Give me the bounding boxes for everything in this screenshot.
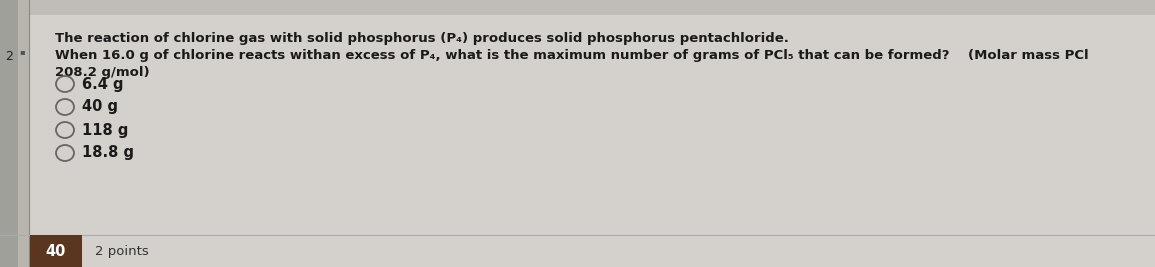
Bar bbox=[18, 0, 30, 267]
Text: ▪: ▪ bbox=[20, 48, 24, 57]
Text: 118 g: 118 g bbox=[82, 123, 128, 138]
Bar bbox=[0, 0, 18, 267]
Text: 18.8 g: 18.8 g bbox=[82, 146, 134, 160]
Text: 40 g: 40 g bbox=[82, 100, 118, 115]
Text: 2: 2 bbox=[5, 50, 13, 64]
Text: 208.2 g/mol): 208.2 g/mol) bbox=[55, 66, 150, 79]
Bar bbox=[30, 235, 82, 267]
Text: 40: 40 bbox=[46, 244, 66, 258]
Text: 2 points: 2 points bbox=[95, 245, 149, 257]
Bar bbox=[30, 0, 1155, 15]
Text: The reaction of chlorine gas with solid phosphorus (P₄) produces solid phosphoru: The reaction of chlorine gas with solid … bbox=[55, 32, 789, 45]
Text: When 16.0 g of chlorine reacts withan excess of P₄, what is the maximum number o: When 16.0 g of chlorine reacts withan ex… bbox=[55, 49, 1089, 62]
Text: 6.4 g: 6.4 g bbox=[82, 77, 124, 92]
